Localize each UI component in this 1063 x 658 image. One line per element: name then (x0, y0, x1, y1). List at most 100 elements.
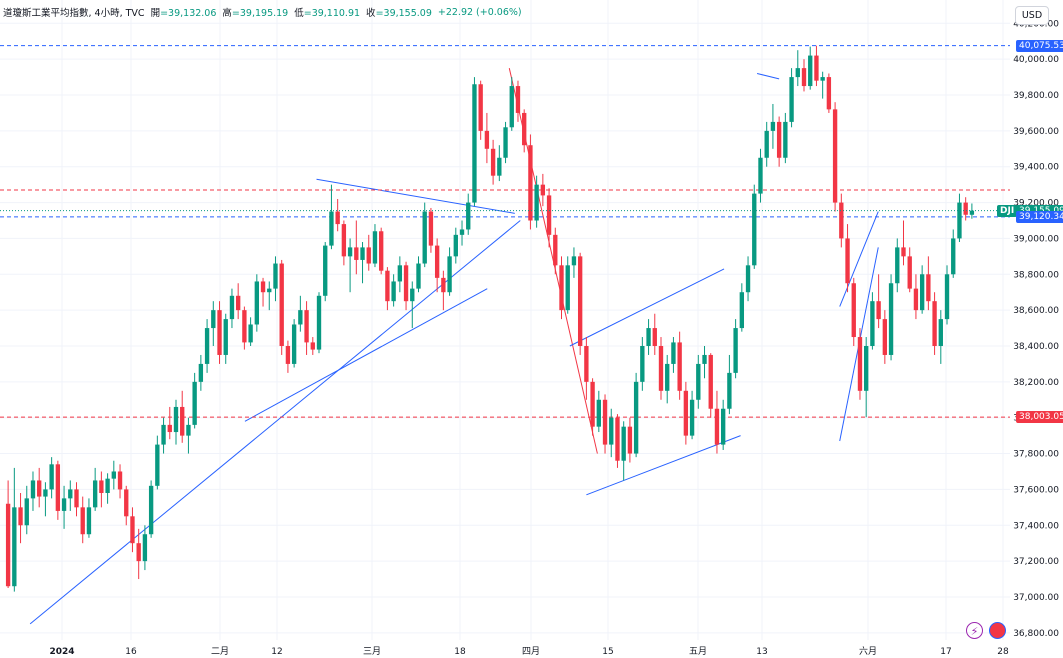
candle-body (888, 283, 894, 355)
trendline (29, 220, 521, 625)
y-tick-label: 37,400.00 (1013, 521, 1059, 531)
x-tick-label: 15 (602, 647, 613, 657)
candle-body (926, 274, 931, 302)
time-axis[interactable]: 2024 16 二月 12 三月 18 四月 15 五月 13 六月 17 28 (49, 645, 1009, 657)
trendline (839, 211, 879, 307)
us-flag-icon[interactable] (989, 622, 1006, 639)
candle-body (329, 211, 334, 246)
candle-body (211, 310, 216, 329)
y-tick-label: 38,400.00 (1013, 342, 1059, 352)
candles (5, 45, 975, 592)
candle-body (111, 471, 116, 479)
candle-body (354, 247, 359, 260)
candle-body (671, 342, 676, 364)
candle-body (155, 444, 160, 486)
chart-legend: 道瓊斯工業平均指數, 4小時, TVC 開=39,132.06 高=39,195… (3, 4, 522, 20)
candle-body (124, 489, 129, 517)
x-tick-label: 五月 (689, 646, 707, 657)
candle-body (770, 121, 776, 131)
candle-body (758, 157, 763, 194)
candle-body (447, 256, 452, 293)
candle-body (509, 86, 514, 128)
candle-body (130, 516, 135, 544)
candle-body (590, 381, 595, 427)
candle-body (789, 77, 794, 122)
close-value: 收=39,155.09 (366, 8, 432, 19)
low-level-tag: 38,003.05 (1016, 411, 1063, 424)
x-tick-label: 16 (125, 647, 137, 657)
x-tick-label: 12 (271, 647, 282, 657)
candle-body (229, 295, 235, 320)
chart-drawings[interactable] (0, 45, 1010, 625)
candle-body (267, 288, 272, 293)
candle-body (198, 363, 204, 382)
trendline (756, 73, 780, 80)
candle-body (857, 337, 863, 391)
x-tick-label: 13 (756, 647, 767, 657)
candle-body (161, 424, 166, 445)
candle-body (752, 193, 757, 266)
currency-button[interactable]: USD (1015, 6, 1049, 25)
candle-body (497, 157, 502, 176)
horizontal-line-tag: 39,120.34 (1016, 210, 1063, 223)
candle-body (876, 301, 881, 320)
y-tick-label: 37,000.00 (1013, 593, 1059, 603)
candle-body (646, 328, 651, 346)
candle-body (932, 301, 937, 346)
candle-body (901, 247, 906, 257)
x-tick-label: 二月 (211, 646, 229, 657)
candle-body (733, 328, 738, 373)
candle-body (385, 270, 390, 302)
candle-body (80, 507, 85, 535)
candle-body (907, 256, 912, 289)
change-value: +22.92 (+0.06%) (437, 6, 522, 18)
candle-body (683, 390, 689, 436)
candle-body (845, 238, 850, 284)
price-axis[interactable]: 40,200.0040,000.0039,800.0039,600.0039,4… (1013, 19, 1059, 639)
candle-body (913, 288, 919, 311)
candle-body (820, 77, 825, 81)
candle-body (49, 464, 54, 490)
candle-body (472, 84, 477, 203)
candle-body (515, 86, 521, 113)
candle-body (739, 292, 745, 329)
candle-body (291, 324, 297, 364)
candle-body (273, 263, 278, 289)
candle-body (596, 399, 601, 427)
high-level-tag: 40,075.53 (1016, 39, 1063, 52)
symbol-title: 道瓊斯工業平均指數, 4小時, TVC (3, 8, 145, 19)
candle-body (689, 399, 695, 436)
x-tick-label: 17 (940, 647, 951, 657)
candle-body (148, 485, 154, 535)
candle-body (410, 288, 415, 302)
candle-body (540, 184, 546, 196)
candle-body (546, 195, 552, 235)
candle-body (696, 363, 701, 400)
candle-body (814, 55, 819, 81)
candle-body (242, 310, 247, 343)
candle-body (441, 277, 446, 293)
candle-body (944, 274, 950, 320)
candle-body (528, 145, 533, 221)
candle-body (360, 247, 365, 260)
candle-body (621, 426, 626, 461)
flash-icon[interactable]: ⚡ (966, 622, 983, 639)
candle-body (615, 417, 620, 461)
candle-body (260, 281, 266, 293)
candle-body (957, 202, 962, 239)
candle-body (167, 424, 172, 433)
candle-body (714, 408, 720, 445)
candle-body (919, 274, 925, 311)
candle-body (963, 202, 968, 215)
trendline (569, 268, 725, 347)
candle-body (882, 319, 888, 355)
y-tick-label: 37,800.00 (1013, 450, 1059, 460)
candle-body (285, 345, 291, 364)
x-tick-label: 28 (997, 647, 1009, 657)
candle-body (24, 498, 29, 526)
candle-body (403, 265, 409, 302)
candle-body (764, 130, 769, 158)
candle-body (839, 202, 844, 239)
y-tick-label: 38,800.00 (1013, 270, 1059, 280)
